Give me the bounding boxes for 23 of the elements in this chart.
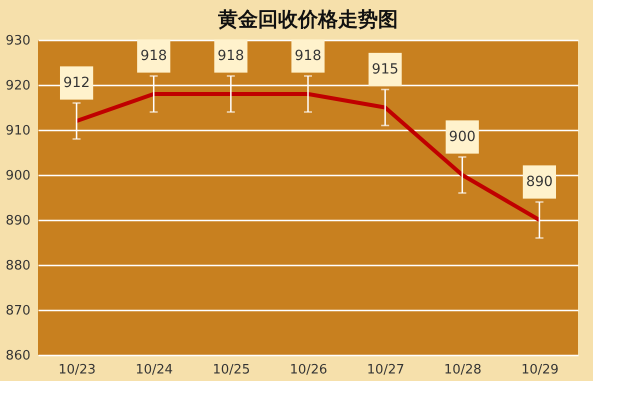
data-label: 918 — [217, 48, 244, 64]
y-tick-label: 910 — [6, 124, 30, 138]
data-label: 900 — [448, 129, 476, 145]
x-tick-label: 10/26 — [290, 362, 328, 378]
x-tick-label: 10/23 — [58, 362, 96, 378]
y-tick-label: 880 — [6, 258, 30, 274]
y-tick-label: 930 — [6, 34, 30, 48]
y-tick-label: 920 — [6, 78, 30, 94]
y-tick-label: 890 — [6, 214, 30, 228]
data-label: 890 — [526, 174, 553, 190]
y-tick-label: 870 — [6, 304, 30, 318]
x-tick-label: 10/24 — [135, 362, 173, 378]
data-label: 915 — [372, 62, 399, 78]
data-label: 918 — [140, 48, 168, 64]
x-tick-label: 10/27 — [366, 362, 404, 378]
data-label: 912 — [63, 75, 90, 91]
x-tick-label: 10/25 — [212, 362, 250, 378]
x-tick-label: 10/28 — [444, 362, 482, 378]
data-label: 918 — [294, 48, 322, 64]
y-tick-label: 900 — [6, 168, 30, 184]
chart-title: 黄金回收价格走势图 — [217, 7, 398, 31]
y-tick-label: 860 — [6, 348, 30, 364]
x-tick-label: 10/29 — [521, 362, 559, 378]
